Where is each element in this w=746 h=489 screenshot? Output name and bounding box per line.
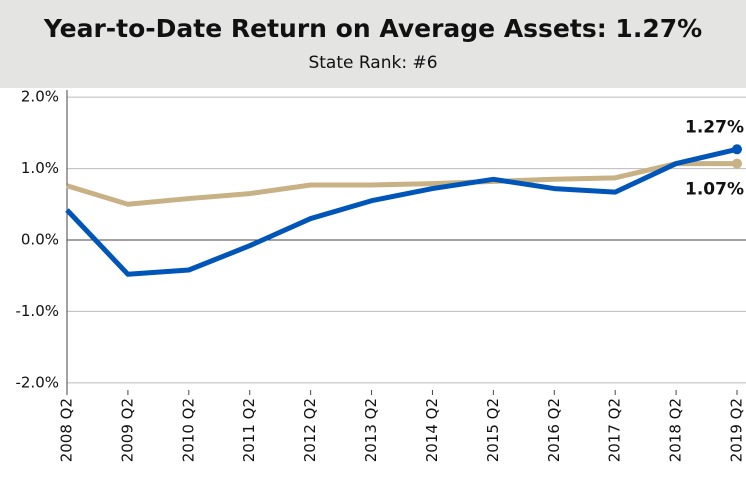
x-tick-label: 2014 Q2 — [423, 398, 441, 462]
y-tick-label: -2.0% — [15, 373, 59, 391]
end-point — [732, 158, 742, 169]
value-label: 1.27% — [685, 117, 744, 137]
y-tick-label: 0.0% — [21, 231, 59, 249]
x-tick-label: 2013 Q2 — [362, 398, 380, 462]
y-tick-label: -1.0% — [15, 302, 59, 320]
x-tick-label: 2008 Q2 — [58, 398, 76, 462]
end-point — [732, 144, 742, 155]
x-tick-label: 2011 Q2 — [240, 398, 258, 462]
y-tick-label: 2.0% — [21, 88, 59, 106]
series-line — [66, 161, 737, 207]
chart-title: Year-to-Date Return on Average Assets: 1… — [43, 14, 702, 43]
x-tick-label: 2009 Q2 — [118, 398, 136, 462]
x-tick-label: 2012 Q2 — [301, 398, 319, 462]
chart-subtitle: State Rank: #6 — [308, 53, 437, 73]
x-tick-label: 2017 Q2 — [606, 398, 624, 462]
x-tick-label: 2010 Q2 — [179, 398, 197, 462]
x-tick-label: 2019 Q2 — [728, 398, 746, 462]
header-band — [0, 0, 746, 88]
x-tick-label: 2016 Q2 — [545, 398, 563, 462]
y-tick-label: 1.0% — [21, 159, 59, 177]
x-tick-label: 2015 Q2 — [484, 398, 502, 462]
value-label: 1.07% — [685, 180, 744, 200]
series-line — [65, 146, 738, 277]
x-tick-label: 2018 Q2 — [667, 398, 685, 462]
